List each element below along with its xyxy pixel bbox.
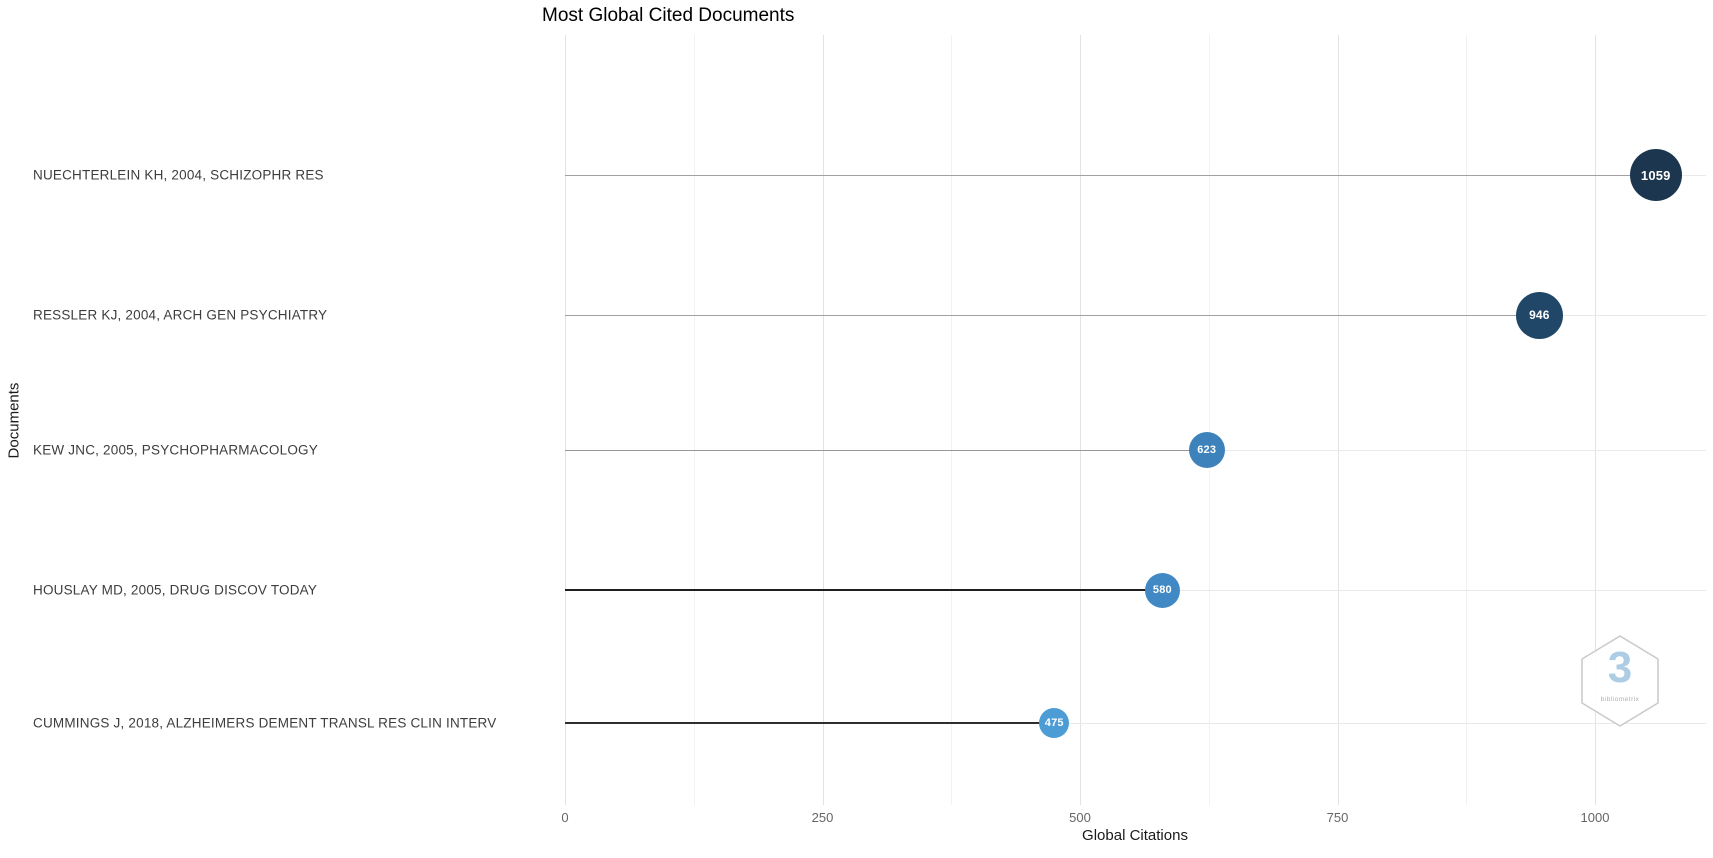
major-gridline <box>1080 35 1081 805</box>
minor-gridline <box>1466 35 1468 805</box>
minor-gridline <box>951 35 953 805</box>
minor-gridline <box>693 35 695 805</box>
lollipop-stick <box>565 315 1540 316</box>
minor-gridline <box>1208 35 1210 805</box>
data-point-dot: 946 <box>1515 291 1563 339</box>
document-label: KEW JNC, 2005, PSYCHOPHARMACOLOGY <box>33 442 318 458</box>
hexagon-icon <box>1581 635 1659 727</box>
chart-title: Most Global Cited Documents <box>542 5 795 26</box>
data-point-dot: 623 <box>1188 432 1225 468</box>
lollipop-stick <box>565 175 1656 176</box>
row-gridline <box>565 723 1706 724</box>
major-gridline <box>565 35 566 805</box>
x-axis-tick-label: 500 <box>1069 810 1091 825</box>
bibliometrix-logo-caption: bibliometrix <box>1600 696 1640 703</box>
x-axis-tick-label: 0 <box>561 810 569 825</box>
x-axis-tick-label: 1000 <box>1580 810 1610 825</box>
major-gridline <box>1337 35 1339 805</box>
document-label: HOUSLAY MD, 2005, DRUG DISCOV TODAY <box>33 582 318 598</box>
x-axis-title: Global Citations <box>1082 827 1188 844</box>
document-label: NUECHTERLEIN KH, 2004, SCHIZOPHR RES <box>33 167 324 183</box>
data-point-dot: 475 <box>1039 708 1070 738</box>
bibliometrix-logo-glyph: 3 <box>1607 643 1633 692</box>
data-point-dot: 1059 <box>1629 149 1682 201</box>
y-axis-title: Documents <box>5 382 23 459</box>
lollipop-stick <box>565 722 1055 724</box>
major-gridline <box>1595 35 1596 805</box>
major-gridline <box>822 35 824 805</box>
document-label: CUMMINGS J, 2018, ALZHEIMERS DEMENT TRAN… <box>33 715 497 731</box>
bibliometrix-watermark: 3 bibliometrix <box>1579 634 1661 728</box>
lollipop-stick <box>565 450 1207 451</box>
data-point-dot: 580 <box>1144 572 1180 608</box>
x-axis-tick-label: 750 <box>1326 810 1349 825</box>
document-label: RESSLER KJ, 2004, ARCH GEN PSYCHIATRY <box>33 307 328 323</box>
lollipop-stick <box>565 589 1163 591</box>
x-axis-tick-label: 250 <box>811 810 834 825</box>
